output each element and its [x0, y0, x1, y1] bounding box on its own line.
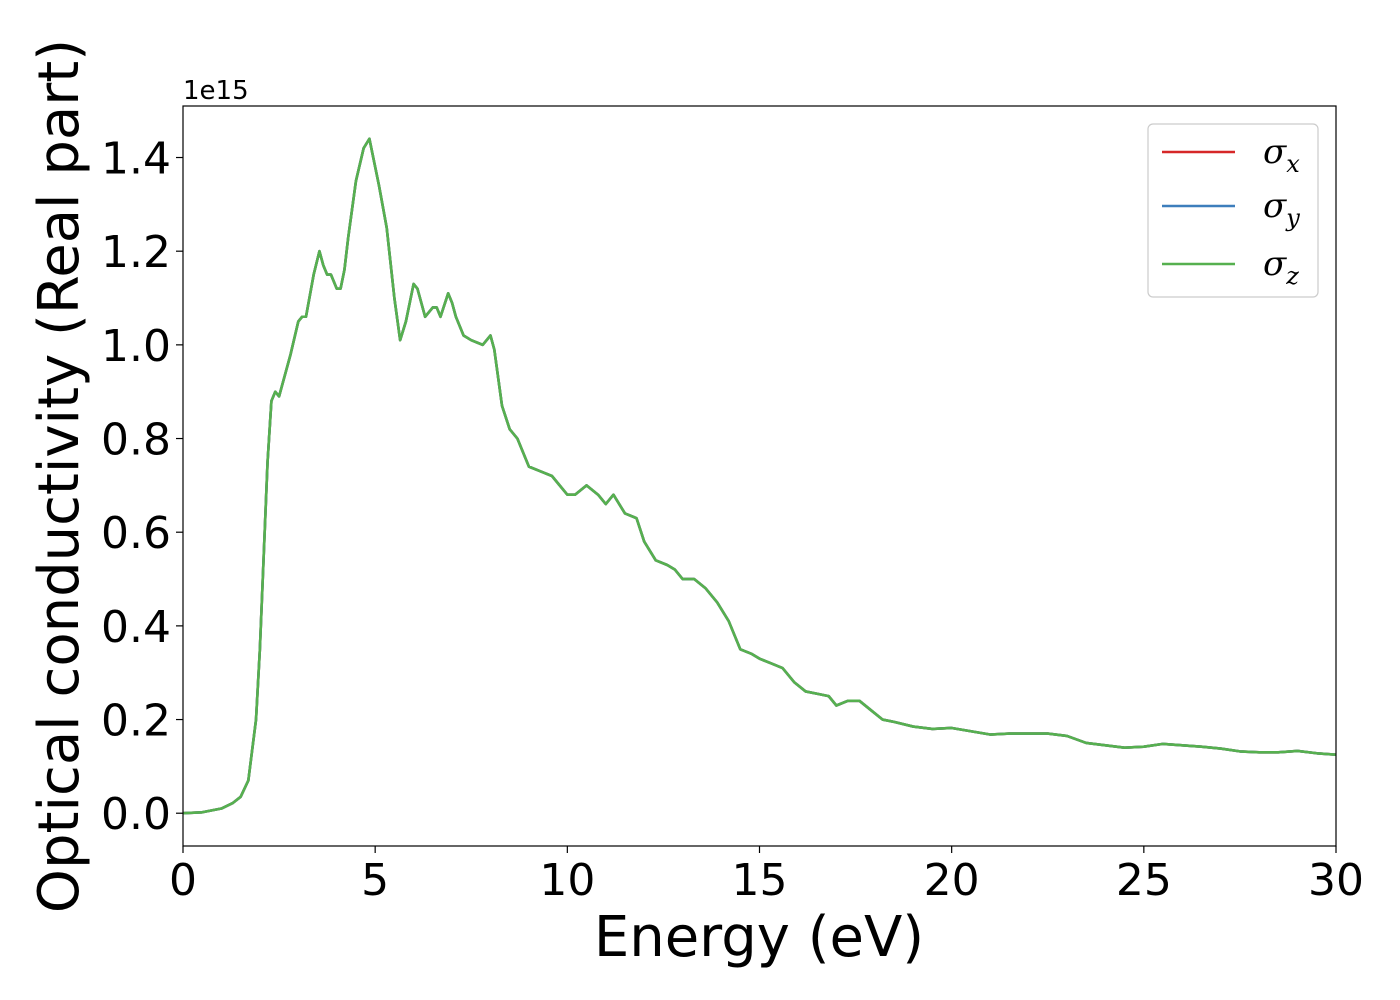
legend-label-x: σx	[1263, 132, 1300, 178]
y-offset-text: 1e15	[183, 76, 249, 106]
x-axis: 0 5 10 15 20 25 30	[169, 846, 1364, 906]
y-tick-label: 1.4	[101, 134, 171, 185]
y-tick-label: 0.4	[101, 602, 171, 653]
series-line-2	[183, 137, 1336, 815]
x-tick-label: 25	[1116, 855, 1172, 906]
legend-label-y: σy	[1263, 186, 1300, 232]
legend-label-z: σz	[1263, 244, 1299, 290]
y-tick-label: 0.6	[101, 508, 171, 559]
y-tick-label: 1.0	[101, 321, 171, 372]
x-axis-title: Energy (eV)	[594, 905, 924, 970]
legend-box	[1147, 123, 1319, 298]
y-axis: 0.0 0.2 0.4 0.6 0.8 1.0 1.2 1.4	[101, 134, 183, 840]
x-tick-label: 30	[1308, 855, 1364, 906]
y-tick-label: 1.2	[101, 227, 171, 278]
x-tick-label: 15	[732, 855, 788, 906]
x-tick-label: 5	[361, 855, 389, 906]
x-tick-label: 10	[539, 855, 595, 906]
y-tick-label: 0.0	[101, 789, 171, 840]
x-tick-label: 20	[924, 855, 980, 906]
y-tick-label: 0.2	[101, 696, 171, 747]
legend: σx σy σz	[1147, 123, 1319, 298]
y-tick-label: 0.8	[101, 415, 171, 466]
x-tick-label: 0	[169, 855, 197, 906]
series-layer	[183, 137, 1336, 815]
y-axis-title: Optical conductivity (Real part)	[27, 39, 92, 913]
